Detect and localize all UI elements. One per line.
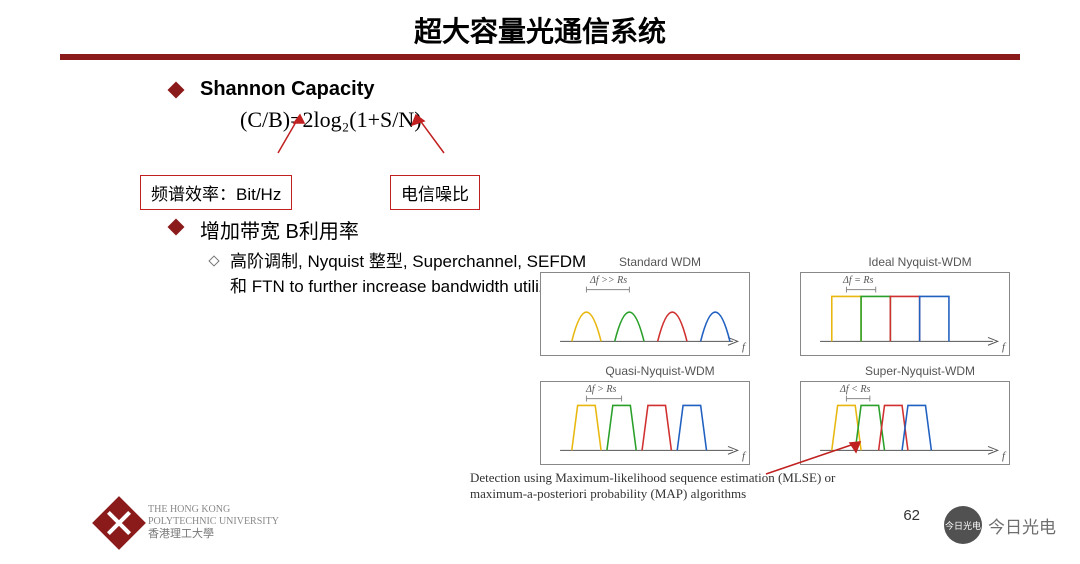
sub-diamond-icon	[208, 255, 219, 266]
diagram-title: Standard WDM	[540, 255, 780, 269]
diagram-box: Δf > Rs f	[540, 381, 750, 465]
left-column: 增加带宽 B利用率 高阶调制, Nyquist 整型, Superchannel…	[170, 215, 590, 299]
annotation-row: 频谱效率：Bit/Hz 电信噪比	[140, 141, 1050, 211]
annotation-spectral-eff: 频谱效率：Bit/Hz	[140, 175, 292, 210]
diagram-svg	[801, 273, 1009, 355]
diamond-icon	[168, 82, 185, 99]
bullet-bandwidth: 增加带宽 B利用率	[170, 215, 590, 244]
logo-text: THE HONG KONG POLYTECHNIC UNIVERSITY 香港理…	[148, 504, 279, 541]
slide-title: 超大容量光通信系统	[30, 10, 1050, 50]
diagram-svg	[541, 382, 749, 464]
watermark-text: 今日光电	[988, 513, 1056, 538]
page-number: 62	[903, 507, 920, 524]
annotation-snr: 电信噪比	[390, 175, 480, 210]
heading-bandwidth: 增加带宽 B利用率	[200, 215, 359, 244]
watermark: 今日光电 今日光电	[938, 504, 1062, 546]
diagram-2: Quasi-Nyquist-WDM Δf > Rs f	[540, 364, 780, 465]
logo-line1: THE HONG KONG	[148, 504, 279, 516]
axis-f-label: f	[742, 450, 745, 462]
axis-f-label: f	[742, 341, 745, 353]
diagram-grid: Standard WDM Δf >> Rs f Ideal Nyquist-WDM Δf…	[540, 255, 1040, 465]
arrow-right-icon	[410, 113, 460, 163]
heading-shannon: Shannon Capacity	[200, 78, 374, 101]
arrow-left-icon	[270, 113, 310, 163]
diagram-1: Ideal Nyquist-WDM Δf = Rs f	[800, 255, 1040, 356]
title-underline	[60, 54, 1020, 60]
diagram-0: Standard WDM Δf >> Rs f	[540, 255, 780, 356]
logo-badge-icon	[92, 496, 146, 550]
university-logo: THE HONG KONG POLYTECHNIC UNIVERSITY 香港理…	[100, 504, 279, 542]
diamond-icon	[168, 219, 185, 236]
bullet-shannon: Shannon Capacity	[170, 78, 1050, 101]
slide: 超大容量光通信系统 Shannon Capacity (C/B)=2log₂(1…	[0, 0, 1080, 564]
watermark-circle-icon: 今日光电	[944, 506, 982, 544]
diagram-title: Ideal Nyquist-WDM	[800, 255, 1040, 269]
diagram-title: Quasi-Nyquist-WDM	[540, 364, 780, 378]
axis-f-label: f	[1002, 341, 1005, 353]
diagram-box: Δf = Rs f	[800, 272, 1010, 356]
logo-line3: 香港理工大學	[148, 528, 279, 541]
diagram-box: Δf >> Rs f	[540, 272, 750, 356]
formula-text: (C/B)=2log₂(1+S/N)	[240, 107, 422, 132]
delta-f-label: Δf > Rs	[586, 384, 616, 395]
footnote: Detection using Maximum-likelihood seque…	[470, 470, 890, 503]
sub-text: 高阶调制, Nyquist 整型, Superchannel, SEFDM 和 …	[230, 250, 590, 299]
formula: (C/B)=2log₂(1+S/N)	[240, 107, 1050, 133]
logo-line2: POLYTECHNIC UNIVERSITY	[148, 516, 279, 528]
diagram-title: Super-Nyquist-WDM	[800, 364, 1040, 378]
delta-f-label: Δf = Rs	[843, 275, 873, 286]
diagram-svg	[541, 273, 749, 355]
delta-f-label: Δf >> Rs	[590, 275, 627, 286]
axis-f-label: f	[1002, 450, 1005, 462]
sub-bullet: 高阶调制, Nyquist 整型, Superchannel, SEFDM 和 …	[210, 250, 590, 299]
delta-f-label: Δf < Rs	[840, 384, 870, 395]
